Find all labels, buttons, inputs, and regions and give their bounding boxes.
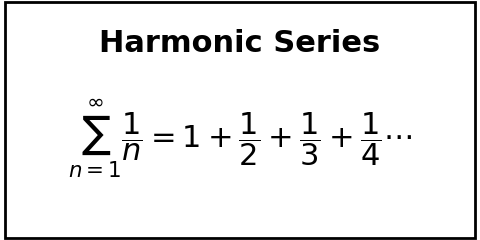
Text: $\sum_{n=1}^{\infty} \dfrac{1}{n} = 1 + \dfrac{1}{2} + \dfrac{1}{3} + \dfrac{1}{: $\sum_{n=1}^{\infty} \dfrac{1}{n} = 1 + … [68,98,412,180]
Text: Harmonic Series: Harmonic Series [99,29,381,58]
